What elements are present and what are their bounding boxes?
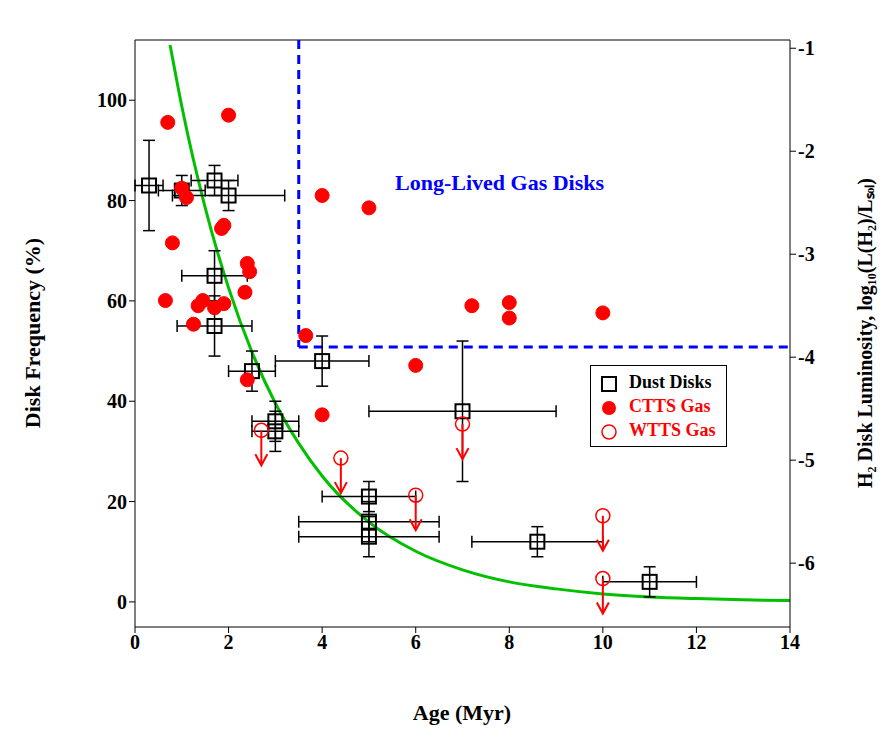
html-text:CTTS Gas: CTTS Gas bbox=[629, 396, 711, 416]
html-text:Dust Disks: Dust Disks bbox=[629, 372, 712, 392]
svg-text:60: 60 bbox=[107, 290, 127, 312]
svg-text:0: 0 bbox=[130, 631, 140, 653]
svg-text:H₂ Disk Luminosity, log₁₀(L(H₂: H₂ Disk Luminosity, log₁₀(L(H₂)/Lₛₒₗ) bbox=[854, 178, 877, 488]
svg-text:Long-Lived Gas Disks: Long-Lived Gas Disks bbox=[395, 170, 604, 195]
svg-text:6: 6 bbox=[411, 631, 421, 653]
svg-text:4: 4 bbox=[317, 631, 327, 653]
svg-text:-5: -5 bbox=[798, 449, 815, 471]
svg-text:-1: -1 bbox=[798, 37, 815, 59]
svg-text:-4: -4 bbox=[798, 346, 815, 368]
svg-text:-6: -6 bbox=[798, 552, 815, 574]
svg-text:-2: -2 bbox=[798, 140, 815, 162]
svg-text:20: 20 bbox=[107, 491, 127, 513]
svg-text:8: 8 bbox=[504, 631, 514, 653]
html-text:WTTS Gas: WTTS Gas bbox=[629, 420, 716, 440]
svg-text:0: 0 bbox=[117, 591, 127, 613]
svg-text:10: 10 bbox=[593, 631, 613, 653]
svg-text:40: 40 bbox=[107, 390, 127, 412]
svg-text:-3: -3 bbox=[798, 243, 815, 265]
svg-text:12: 12 bbox=[686, 631, 706, 653]
svg-text:100: 100 bbox=[97, 89, 127, 111]
svg-text:Disk Frequency (%): Disk Frequency (%) bbox=[20, 238, 45, 428]
svg-text:80: 80 bbox=[107, 190, 127, 212]
svg-text:2: 2 bbox=[224, 631, 234, 653]
svg-text:14: 14 bbox=[780, 631, 800, 653]
svg-text:Age (Myr): Age (Myr) bbox=[413, 700, 511, 725]
